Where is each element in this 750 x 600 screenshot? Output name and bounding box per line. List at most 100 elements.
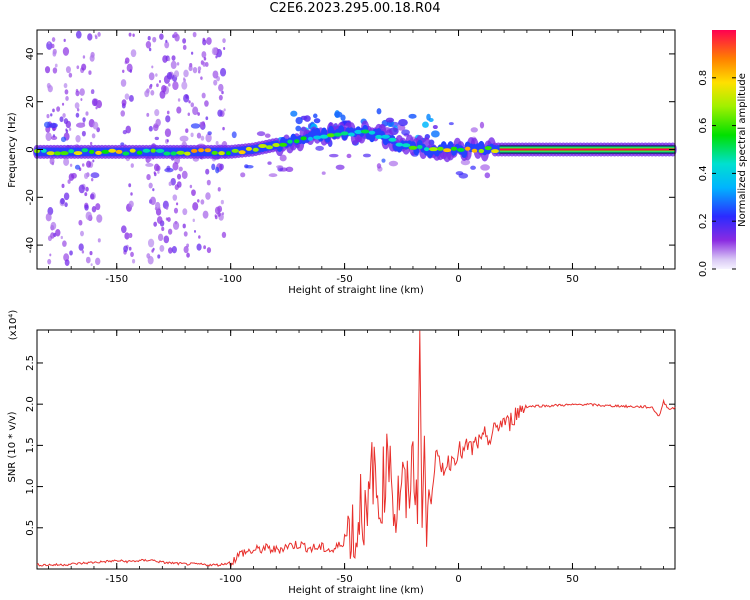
noise-dot — [64, 259, 70, 267]
noise-dot — [205, 133, 212, 143]
noise-dot — [155, 73, 158, 77]
noise-dot — [295, 116, 303, 125]
noise-dot — [96, 214, 103, 223]
noise-dot — [145, 163, 154, 167]
noise-dot — [130, 251, 134, 257]
y-tick-label: 2.5 — [25, 355, 36, 371]
noise-dot — [67, 179, 71, 184]
noise-dot — [92, 159, 95, 163]
noise-dot — [131, 259, 136, 264]
noise-dot — [166, 110, 170, 115]
ridge-core — [360, 129, 370, 134]
noise-dot — [156, 216, 163, 224]
noise-dot — [121, 99, 127, 106]
noise-dot — [313, 113, 318, 119]
noise-dot — [328, 153, 339, 158]
noise-dot — [49, 122, 58, 129]
ridge-core — [95, 150, 102, 155]
noise-dot — [84, 192, 88, 197]
ridge-core — [401, 143, 411, 148]
noise-dot — [192, 202, 199, 211]
noise-dot — [84, 204, 89, 211]
noise-dot — [157, 233, 164, 242]
colorbar-label: Normalized spectral amplitude — [737, 73, 748, 227]
noise-dot — [183, 231, 188, 237]
noise-dot — [221, 90, 224, 95]
noise-dot — [264, 133, 271, 138]
ridge-core — [464, 146, 471, 151]
noise-dot — [200, 135, 205, 141]
noise-dot — [174, 220, 178, 225]
noise-dot — [321, 171, 326, 175]
ridge-core — [388, 137, 397, 142]
noise-dot — [43, 121, 51, 128]
noise-dot — [60, 198, 65, 205]
noise-dot — [176, 106, 182, 114]
noise-dot — [172, 221, 180, 230]
noise-dot — [185, 128, 189, 133]
ridge-core — [163, 151, 171, 156]
ridge-core — [471, 148, 478, 153]
ridge-core — [395, 142, 404, 147]
y-tick-label: 1.5 — [25, 437, 36, 453]
ridge-band — [321, 127, 328, 137]
noise-dot — [56, 106, 61, 112]
noise-dot — [157, 170, 160, 174]
noise-dot — [217, 109, 223, 117]
noise-dot — [201, 92, 206, 99]
noise-dot — [120, 110, 126, 117]
noise-dot — [65, 120, 72, 129]
noise-dot — [174, 33, 180, 42]
ridge-core — [108, 148, 117, 153]
noise-dot — [398, 118, 408, 127]
snr-frame — [36, 329, 676, 570]
noise-dot — [85, 256, 91, 264]
noise-dot — [52, 51, 57, 57]
noise-dot — [165, 115, 171, 123]
ridge-core — [115, 149, 123, 154]
colorbar-tick-label: 0.2 — [698, 213, 709, 229]
noise-dot — [60, 235, 63, 240]
noise-dot — [123, 245, 128, 253]
noise-dot — [206, 179, 211, 186]
noise-dot — [199, 121, 204, 129]
noise-dot — [153, 172, 157, 177]
ridge-core — [443, 148, 452, 153]
noise-dot — [177, 98, 181, 102]
noise-dot — [130, 192, 133, 196]
noise-dot — [146, 112, 150, 117]
colorbar-tick-label: 0.4 — [698, 165, 709, 181]
noise-dot — [176, 173, 182, 180]
noise-dot — [214, 206, 221, 215]
noise-dot — [65, 95, 69, 101]
noise-dot — [53, 232, 57, 237]
noise-dot — [362, 153, 371, 158]
noise-dot — [128, 95, 134, 102]
noise-dot — [179, 135, 189, 142]
noise-dot — [191, 189, 196, 196]
noise-dot — [50, 221, 57, 230]
ridge-core — [416, 144, 423, 149]
ridge-core — [348, 132, 355, 137]
ridge-core — [81, 148, 89, 153]
noise-dot — [129, 69, 133, 73]
ridge-core — [68, 149, 75, 154]
noise-dot — [176, 202, 179, 206]
noise-dot — [150, 90, 155, 96]
noise-dot — [276, 165, 284, 169]
noise-dot — [189, 184, 193, 189]
noise-dot — [190, 51, 194, 55]
noise-dot — [202, 39, 207, 46]
ridge-core — [142, 148, 151, 153]
noise-dot — [159, 244, 165, 252]
ridge-core — [89, 149, 95, 154]
noise-dot — [190, 123, 201, 129]
noise-dot — [161, 84, 167, 93]
noise-dot — [240, 172, 246, 178]
noise-dot — [148, 85, 152, 90]
noise-dot — [223, 47, 226, 51]
noise-dot — [63, 38, 66, 42]
noise-dot — [192, 66, 198, 74]
y-tick-label: 0.5 — [25, 520, 36, 536]
